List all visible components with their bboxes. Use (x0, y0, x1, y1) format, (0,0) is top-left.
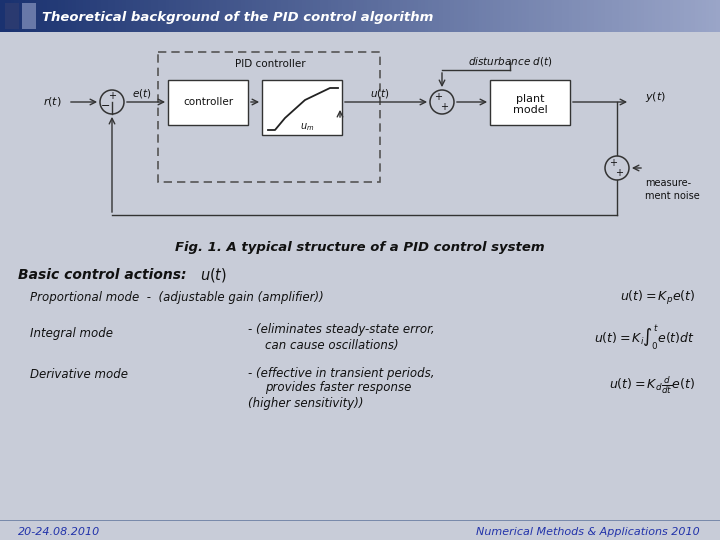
Text: $u(t) = K_i \int_0^t e(t)dt$: $u(t) = K_i \int_0^t e(t)dt$ (594, 323, 695, 352)
Bar (22, 3, 36, 29)
Text: controller: controller (183, 97, 233, 107)
Text: $u(t) = K_p e(t)$: $u(t) = K_p e(t)$ (620, 289, 695, 307)
Text: - (eliminates steady-state error,: - (eliminates steady-state error, (248, 323, 435, 336)
Text: Basic control actions:: Basic control actions: (18, 268, 197, 282)
Text: Integral mode: Integral mode (30, 327, 113, 340)
Text: +: + (440, 102, 448, 112)
Text: PID controller: PID controller (235, 59, 305, 69)
Text: Derivative mode: Derivative mode (30, 368, 128, 381)
Text: 20-24.08.2010: 20-24.08.2010 (18, 527, 100, 537)
Circle shape (430, 90, 454, 114)
Text: (higher sensitivity)): (higher sensitivity)) (248, 396, 364, 409)
Text: provides faster response: provides faster response (265, 381, 411, 395)
Text: Proportional mode  -  (adjustable gain (amplifier)): Proportional mode - (adjustable gain (am… (30, 292, 324, 305)
Text: plant: plant (516, 94, 544, 104)
Text: Numerical Methods & Applications 2010: Numerical Methods & Applications 2010 (476, 527, 700, 537)
Text: −: − (102, 101, 111, 111)
Text: $e(t)$: $e(t)$ (132, 87, 152, 100)
Text: Fig. 1. A typical structure of a PID control system: Fig. 1. A typical structure of a PID con… (175, 241, 545, 254)
Text: measure-: measure- (645, 178, 691, 188)
Bar (5, 3, 19, 29)
Bar (262, 80, 342, 135)
Text: +: + (434, 92, 442, 102)
Text: ment noise: ment noise (645, 191, 700, 201)
Text: $y(t)$: $y(t)$ (645, 90, 666, 104)
Text: $u_m$: $u_m$ (300, 121, 314, 133)
Circle shape (605, 156, 629, 180)
Text: can cause oscillations): can cause oscillations) (265, 339, 399, 352)
Bar (490, 80, 570, 125)
Text: model: model (513, 105, 547, 115)
Text: $u(t)$: $u(t)$ (370, 86, 390, 99)
Text: $\mathbf{\mathit{u(t)}}$: $\mathbf{\mathit{u(t)}}$ (200, 266, 227, 284)
Text: $r(t)$: $r(t)$ (42, 96, 61, 109)
Text: disturbance $d(t)$: disturbance $d(t)$ (468, 56, 552, 69)
Text: $u(t) = K_d \frac{d}{dt} e(t)$: $u(t) = K_d \frac{d}{dt} e(t)$ (609, 374, 695, 396)
Bar (158, 52, 380, 182)
Text: - (effective in transient periods,: - (effective in transient periods, (248, 367, 434, 380)
Circle shape (100, 90, 124, 114)
Text: Theoretical background of the PID control algorithm: Theoretical background of the PID contro… (42, 10, 433, 24)
Text: +: + (615, 168, 623, 178)
Text: +: + (609, 158, 617, 168)
Bar (168, 80, 248, 125)
Text: +: + (108, 91, 116, 101)
